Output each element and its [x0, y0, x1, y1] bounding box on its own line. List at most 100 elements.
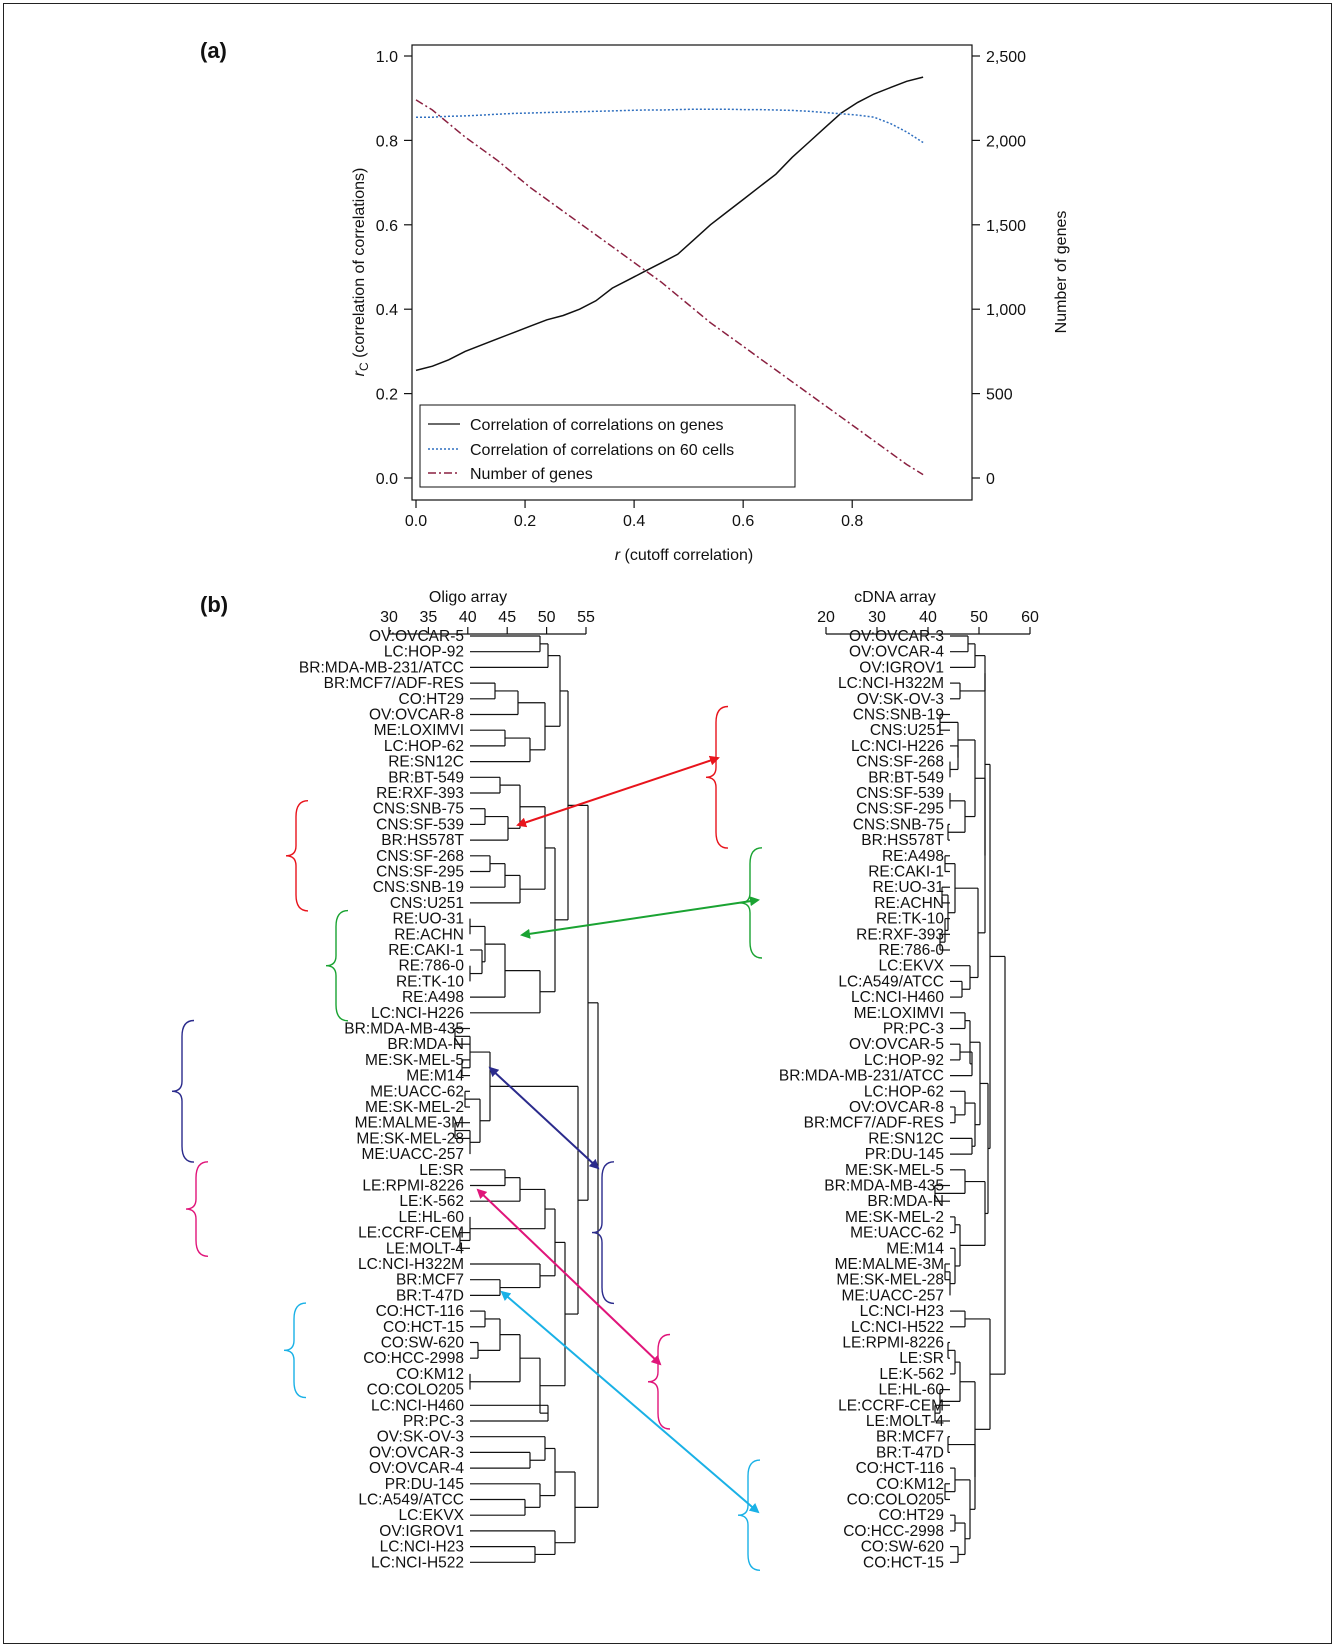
left-leaf-label: ME:MALME-3M	[355, 1115, 464, 1132]
y2-tick-label: 1,500	[986, 218, 1026, 235]
left-tick-label: 50	[538, 609, 556, 626]
right-leaf-label: OV:OVCAR-5	[849, 1036, 944, 1053]
axes: 0.0 0.2 0.4 0.6 0.8 0.0 0.2 0.4 0.6 0.8 1.0 0 500 1,0…	[376, 49, 1026, 530]
right-melanoma-bracket	[591, 1161, 615, 1305]
right-leaf-label: CO:SW-620	[861, 1539, 945, 1556]
right-leaf-label: CO:KM12	[876, 1476, 944, 1493]
right-leaf-label: BR:T-47D	[876, 1444, 944, 1461]
left-leaf-label: RE:ACHN	[394, 926, 464, 943]
right-leaf-label: OV:SK-OV-3	[857, 691, 944, 708]
line-chart: 0.0 0.2 0.4 0.6 0.8 0.0 0.2 0.4 0.6 0.8 1.0 0 500 1,0…	[351, 44, 1070, 564]
x-tick-label: 0.2	[514, 513, 536, 530]
legend-label-cells: Correlation of correlations on 60 cells	[470, 442, 734, 459]
right-leaf-label: OV:OVCAR-4	[849, 644, 944, 661]
left-leaf-label: RE:UO-31	[393, 911, 465, 928]
right-leaf-label: BR:MDA-N	[867, 1193, 944, 1210]
left-dendrogram-title: Oligo array	[429, 589, 507, 606]
y-tick-label: 0.6	[376, 218, 398, 235]
right-tick-label: 60	[1021, 609, 1039, 626]
right-leaf-label: LC:NCI-H226	[851, 738, 944, 755]
right-leaf-label: OV:IGROV1	[859, 659, 944, 676]
left-leaf-label: BR:MDA-MB-231/ATCC	[299, 659, 464, 676]
right-leaf-label: ME:SK-MEL-5	[845, 1162, 944, 1179]
right-dendrogram: 20 30 40 50 60OV:OVCAR-3OV:OVCAR-4OV:IGROV1L…	[779, 609, 1039, 1571]
left-leaf-label: BR:MDA-N	[387, 1036, 464, 1053]
left-leaf-label: LE:RPMI-8226	[362, 1178, 464, 1195]
y-axis-variable: r	[351, 370, 368, 376]
left-leaf-label: BR:HS578T	[381, 832, 464, 849]
right-leaf-label: BR:MCF7/ADF-RES	[804, 1115, 944, 1132]
left-leaf-label: ME:UACC-257	[362, 1146, 465, 1163]
right-dendrogram-title: cDNA array	[854, 589, 936, 606]
legend-box	[419, 404, 796, 488]
right-leaf-label: OV:OVCAR-3	[849, 628, 944, 645]
x-tick-label: 0.8	[841, 513, 863, 530]
x-axis-variable: r	[615, 547, 621, 564]
right-leaf-label: LC:NCI-H23	[860, 1303, 944, 1320]
left-leaf-label: BR:T-47D	[396, 1287, 464, 1304]
right-tick-label: 20	[817, 609, 835, 626]
left-leaf-label: RE:CAKI-1	[388, 942, 464, 959]
left-leaf-label: LC:EKVX	[399, 1507, 465, 1524]
left-leaf-label: RE:RXF-393	[376, 785, 464, 802]
left-leaf-label: CO:COLO205	[367, 1382, 464, 1399]
left-renal-bracket	[325, 909, 349, 1022]
y-tick-label: 0.2	[376, 387, 398, 404]
right-leaf-label: RE:TK-10	[876, 911, 944, 928]
right-leaf-label: BR:HS578T	[861, 832, 944, 849]
left-leaf-label: CNS:SNB-19	[373, 879, 464, 896]
left-dendrogram: 30 35 40 45 50 55OV:OVCAR-5LC:HOP-92BR:MDA-MB…	[299, 609, 599, 1571]
left-tick-label: 40	[459, 609, 477, 626]
left-leaf-label: OV:OVCAR-4	[369, 1460, 464, 1477]
x-axis-label: r (cutoff correlation)	[615, 547, 753, 564]
right-leaf-label: LE:CCRF-CEM	[838, 1397, 944, 1414]
left-leaf-label: CNS:SNB-75	[373, 801, 464, 818]
right-leaf-label: BR:MDA-MB-435	[824, 1178, 944, 1195]
y2-tick-label: 2,500	[986, 49, 1026, 66]
series-line	[415, 99, 924, 476]
right-leaf-label: ME:M14	[886, 1240, 944, 1257]
right-leaf-label: LC:NCI-H322M	[838, 675, 944, 692]
y-axis-text: (correlation of correlations)	[351, 168, 368, 363]
left-leaf-label: LE:SR	[419, 1162, 464, 1179]
right-tick-label: 30	[868, 609, 886, 626]
left-leaf-label: BR:MCF7/ADF-RES	[324, 675, 464, 692]
left-leaf-label: LE:CCRF-CEM	[358, 1225, 464, 1242]
right-leaf-label: LC:EKVX	[879, 958, 945, 975]
x-tick-label: 0.6	[732, 513, 754, 530]
right-leaf-label: BR:MCF7	[876, 1429, 944, 1446]
y2-tick-label: 0	[986, 471, 995, 488]
y-tick-label: 0.4	[376, 302, 398, 319]
right-leaf-label: LE:K-562	[879, 1366, 944, 1383]
right-leaf-label: ME:UACC-257	[842, 1287, 945, 1304]
right-leaf-label: RE:A498	[882, 848, 944, 865]
left-leaf-label: CNS:U251	[390, 895, 464, 912]
left-tick-label: 55	[577, 609, 595, 626]
legend: Correlation of correlations on genes Cor…	[419, 404, 796, 488]
right-leaf-label: LE:MOLT-4	[866, 1413, 944, 1430]
panel-label-a: (a)	[200, 38, 227, 63]
figure-frame	[3, 3, 1332, 1644]
right-leaf-label: ME:SK-MEL-28	[836, 1272, 944, 1289]
left-leaf-label: LC:HOP-92	[384, 644, 464, 661]
right-leaf-label: CO:HCT-15	[863, 1554, 944, 1571]
left-leaf-label: CNS:SF-539	[376, 816, 464, 833]
right-tick-label: 40	[919, 609, 937, 626]
left-leaf-label: CO:KM12	[396, 1366, 464, 1383]
right-leaf-label: OV:OVCAR-8	[849, 1099, 944, 1116]
left-leaf-label: LC:NCI-H226	[371, 1005, 464, 1022]
right-leaf-label: LC:NCI-H460	[851, 989, 944, 1006]
plot-frame	[411, 44, 973, 501]
y2-tick-label: 2,000	[986, 133, 1026, 150]
left-melanoma-bracket	[171, 1019, 195, 1163]
left-leaf-label: CO:HCT-15	[383, 1319, 464, 1336]
left-leaf-label: LE:MOLT-4	[386, 1240, 464, 1257]
right-leaf-label: LC:HOP-92	[864, 1052, 944, 1069]
right-leaf-label: CNS:SNB-19	[853, 707, 944, 724]
right-colon-bracket	[737, 1459, 761, 1571]
left-leaf-label: PR:DU-145	[385, 1476, 464, 1493]
left-leaf-label: CO:SW-620	[381, 1335, 465, 1352]
right-leaf-label: LE:HL-60	[879, 1382, 945, 1399]
left-leaf-label: LC:NCI-H460	[371, 1397, 464, 1414]
